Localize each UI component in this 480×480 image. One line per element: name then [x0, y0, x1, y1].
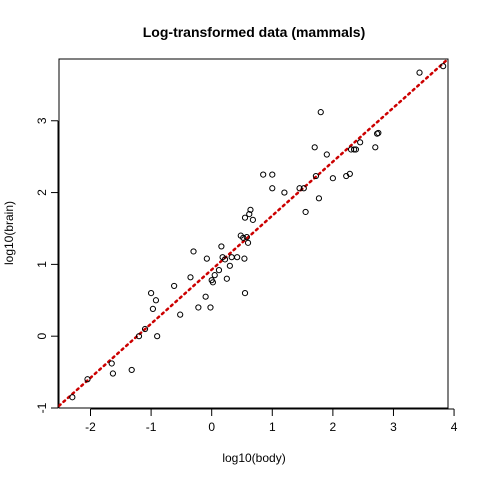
x-tick-label: 4 [451, 420, 458, 434]
data-point [346, 170, 353, 177]
data-point [226, 262, 233, 269]
data-point [247, 206, 254, 213]
data-point [350, 146, 358, 153]
data-point [440, 63, 447, 70]
x-tick-label: -1 [146, 420, 157, 434]
y-tick-label: -1 [35, 402, 49, 413]
data-point [147, 290, 155, 297]
data-point [260, 171, 267, 178]
y-tick-label: 1 [35, 261, 49, 268]
fit-line [57, 57, 450, 408]
data-point [207, 304, 214, 311]
data-point [372, 144, 379, 151]
data-point [317, 109, 324, 116]
x-tick-label: 2 [330, 420, 337, 434]
x-tick-label: 3 [390, 420, 397, 434]
x-tick-label: 0 [208, 420, 215, 434]
y-axis-label: log10(brain) [2, 201, 16, 265]
data-point [246, 211, 253, 218]
y-tick-label: 0 [35, 333, 49, 340]
data-point [311, 144, 318, 151]
data-point [241, 255, 248, 262]
data-point [218, 243, 225, 250]
chart-title: Log-transformed data (mammals) [143, 24, 365, 40]
data-point [244, 239, 252, 246]
data-point [357, 139, 364, 146]
data-point [329, 175, 336, 182]
x-tick-label: 1 [269, 420, 276, 434]
x-axis: -2 -1 0 1 2 3 4 [85, 408, 458, 434]
data-point [221, 256, 229, 263]
data-point [243, 233, 250, 241]
data-point [234, 254, 241, 261]
data-point [223, 275, 230, 282]
data-point [84, 376, 91, 383]
data-point [269, 171, 276, 178]
data-point [375, 129, 382, 137]
y-axis: -1 0 1 2 3 [35, 117, 59, 413]
data-point [352, 146, 360, 153]
fit-line-layer [57, 57, 450, 408]
data-point [154, 333, 161, 340]
y-tick-label: 3 [35, 117, 49, 124]
data-point [215, 267, 223, 274]
plot-frame [58, 58, 449, 409]
data-point [195, 304, 202, 311]
data-point [302, 208, 309, 216]
data-point [135, 333, 143, 340]
data-point [187, 274, 194, 281]
data-point [315, 195, 323, 202]
data-point [108, 360, 115, 367]
data-points-layer [69, 63, 447, 401]
data-point [323, 151, 330, 158]
data-point [211, 272, 218, 279]
y-tick-label: 2 [35, 189, 49, 196]
data-point [190, 248, 197, 255]
data-point [281, 189, 288, 196]
data-point [177, 311, 184, 318]
data-point [241, 214, 249, 221]
data-point [171, 282, 178, 290]
data-point [241, 290, 249, 297]
data-point [240, 234, 247, 241]
data-point [152, 297, 160, 304]
data-point [128, 366, 135, 374]
data-point [269, 185, 276, 192]
data-point [312, 172, 320, 180]
x-tick-label: -2 [85, 420, 96, 434]
data-point [149, 305, 157, 313]
data-point [249, 216, 256, 223]
data-point [296, 185, 303, 192]
data-point [202, 293, 209, 300]
x-axis-label: log10(body) [222, 451, 285, 465]
data-point [69, 394, 76, 401]
data-point [228, 254, 235, 261]
data-point [209, 279, 217, 286]
data-point [300, 185, 307, 192]
data-point [416, 69, 423, 76]
data-point [109, 370, 117, 377]
data-point [141, 325, 149, 333]
data-point [203, 255, 210, 262]
